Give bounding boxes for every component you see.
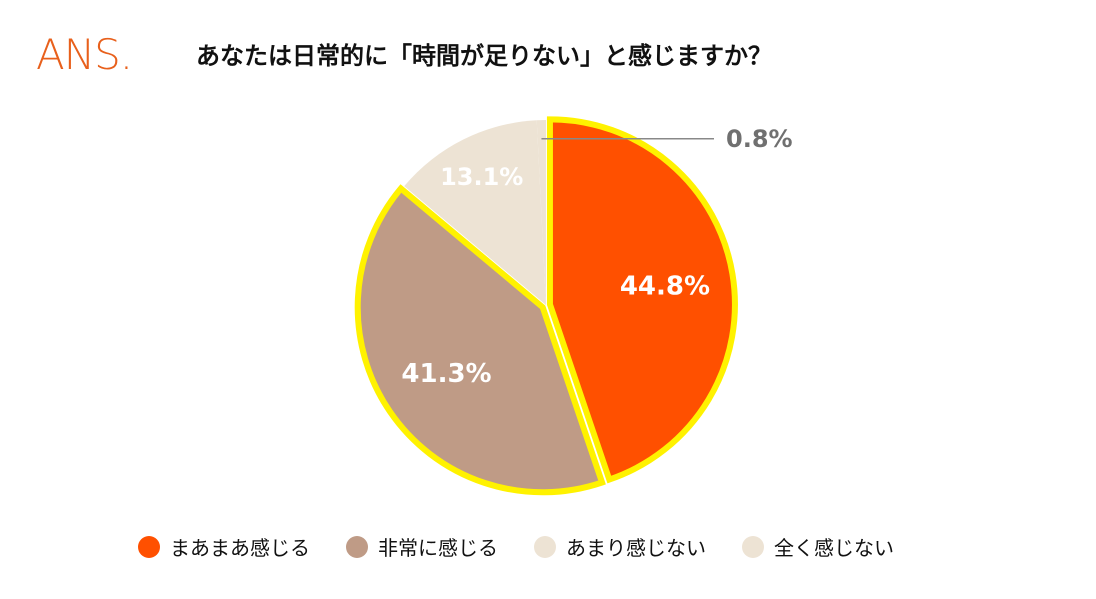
legend-swatch-very bbox=[346, 535, 368, 558]
pie-chart: 44.8% 41.3% 13.1% 0.8% bbox=[354, 116, 793, 496]
pie-slice-somewhat bbox=[546, 116, 738, 484]
legend-item-somewhat: まあまあ感じる bbox=[138, 532, 310, 561]
legend-label-very: 非常に感じる bbox=[378, 536, 498, 560]
legend-swatch-not-much bbox=[534, 535, 556, 558]
brand-logo: ANS. bbox=[36, 30, 133, 79]
slice-label-very: 41.3% bbox=[401, 359, 491, 389]
slice-label-not-much: 13.1% bbox=[440, 163, 523, 191]
legend-swatch-not-at-all bbox=[742, 535, 764, 558]
chart-title: あなたは日常的に「時間が足りない」と感じますか？ bbox=[196, 42, 772, 70]
chart-legend: まあまあ感じる 非常に感じる あまり感じない 全く感じない bbox=[138, 532, 930, 561]
legend-label-not-at-all: 全く感じない bbox=[774, 536, 894, 560]
legend-label-not-much: あまり感じない bbox=[566, 536, 706, 560]
legend-swatch-somewhat bbox=[138, 535, 160, 558]
slice-label-somewhat: 44.8% bbox=[620, 271, 710, 301]
pie-slice-not-at-all bbox=[536, 120, 546, 305]
legend-item-not-much: あまり感じない bbox=[534, 532, 706, 561]
legend-item-very: 非常に感じる bbox=[346, 532, 498, 561]
slice-label-not-at-all: 0.8% bbox=[726, 125, 793, 153]
pie-slice-very bbox=[354, 184, 606, 496]
legend-item-not-at-all: 全く感じない bbox=[742, 532, 894, 561]
legend-label-somewhat: まあまあ感じる bbox=[170, 536, 310, 560]
pie-slice-not-much bbox=[404, 120, 546, 305]
